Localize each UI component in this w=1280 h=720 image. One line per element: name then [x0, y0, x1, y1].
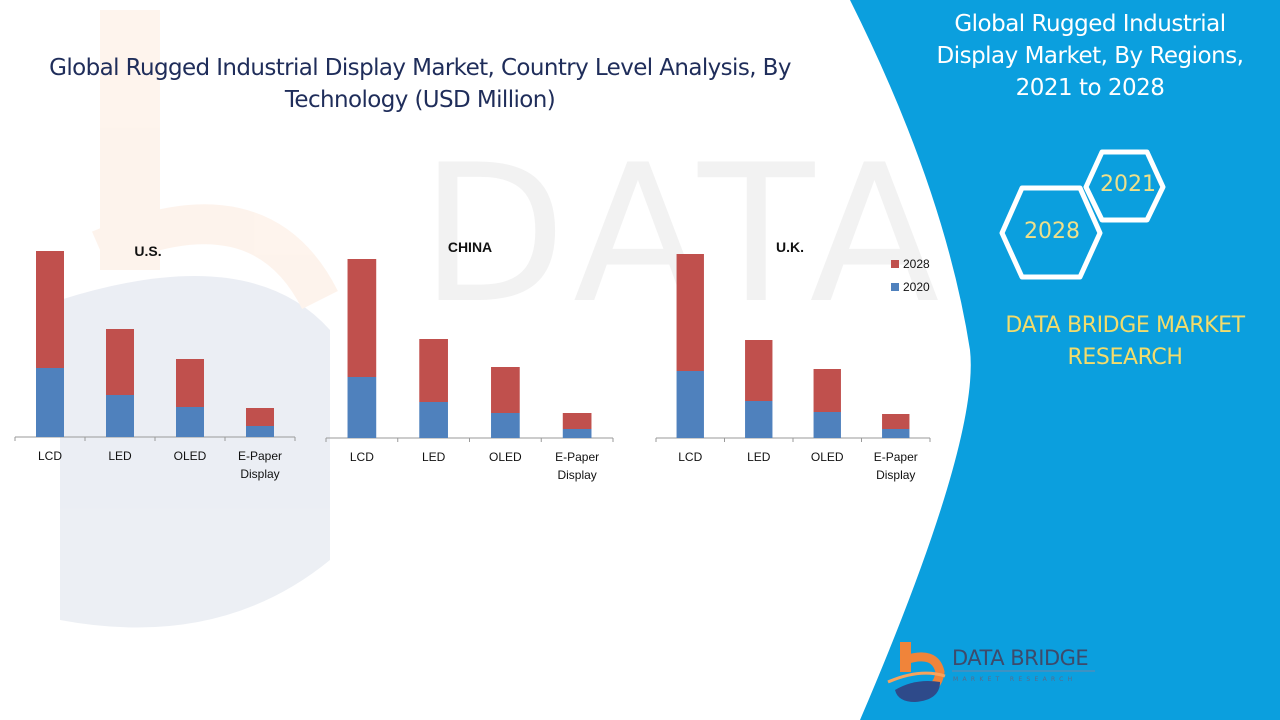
company-logo	[887, 642, 1095, 702]
bar-us-lcd-2028	[36, 251, 64, 368]
bar-uk-oled-2028	[813, 369, 841, 412]
x-tick-label-china: OLED	[489, 450, 522, 464]
x-tick-label-uk: E-Paper	[874, 450, 918, 464]
hex-label-2028: 2028	[1024, 219, 1080, 244]
bar-china-lcd-2028	[347, 259, 377, 377]
logo-text: DATA BRIDGE	[952, 646, 1089, 670]
legend-label-2020: 2020	[903, 280, 930, 294]
page-title-line1: Global Rugged Industrial Display Market,…	[49, 55, 791, 81]
hexagon-2028	[999, 185, 1103, 280]
bar-uk-lcd-2020	[676, 371, 704, 438]
bar-china-led-2020	[419, 402, 448, 438]
bar-uk-oled-2020	[813, 412, 841, 438]
bar-china-e-paper-display-2028	[562, 413, 592, 429]
side-panel-title: Global Rugged Industrial Display Market,…	[915, 8, 1265, 104]
bar-china-lcd-2020	[347, 377, 377, 438]
bar-us-oled-2020	[176, 407, 204, 437]
x-tick-label-us: LCD	[38, 449, 62, 463]
bar-us-oled-2028	[176, 359, 204, 407]
bar-uk-led-2020	[745, 401, 773, 438]
side-title-line1: Global Rugged Industrial	[954, 11, 1226, 37]
x-tick-label-china: E-Paper	[555, 450, 599, 464]
legend-swatch-2020	[891, 283, 899, 291]
bar-us-e-paper-display-2028	[246, 408, 274, 426]
brand-name: DATA BRIDGE MARKET RESEARCH	[975, 310, 1275, 374]
bar-us-lcd-2020	[36, 368, 64, 437]
bar-china-e-paper-display-2020	[562, 429, 592, 438]
bar-china-oled-2028	[491, 367, 520, 413]
bar-us-led-2028	[106, 329, 134, 395]
x-tick-label-uk: LCD	[678, 450, 702, 464]
side-title-line3: 2021 to 2028	[1015, 75, 1165, 101]
page-title: Global Rugged Industrial Display Market,…	[40, 52, 800, 116]
bar-us-e-paper-display-2020	[246, 426, 274, 437]
x-tick-label-uk: Display	[876, 468, 915, 482]
x-tick-label-uk: LED	[747, 450, 771, 464]
brand-line2: RESEARCH	[1067, 345, 1183, 370]
logo-subtext: MARKET RESEARCH	[953, 676, 1077, 683]
x-tick-label-china: LED	[422, 450, 446, 464]
x-tick-label-china: Display	[557, 468, 596, 482]
page-title-line2: Technology (USD Million)	[284, 87, 556, 113]
bar-uk-e-paper-display-2028	[882, 414, 910, 429]
x-tick-label-china: LCD	[350, 450, 374, 464]
hex-label-2021: 2021	[1100, 172, 1156, 197]
hexagon-2021	[1083, 149, 1166, 223]
side-title-line2: Display Market, By Regions,	[936, 43, 1244, 69]
bar-us-led-2020	[106, 395, 134, 437]
brand-line1: DATA BRIDGE MARKET	[1005, 313, 1245, 338]
x-tick-label-us: Display	[240, 467, 279, 481]
bar-uk-led-2028	[745, 340, 773, 401]
chart-title-us: U.S.	[134, 243, 161, 259]
bar-uk-lcd-2028	[676, 254, 704, 371]
legend-label-2028: 2028	[903, 257, 930, 271]
chart-title-china: CHINA	[448, 239, 492, 255]
x-tick-label-us: LED	[108, 449, 132, 463]
x-tick-label-uk: OLED	[811, 450, 844, 464]
side-panel	[850, 0, 1280, 720]
x-tick-label-us: E-Paper	[238, 449, 282, 463]
bar-china-led-2028	[419, 339, 448, 402]
legend-swatch-2028	[891, 260, 899, 268]
bar-china-oled-2020	[491, 413, 520, 438]
bar-uk-e-paper-display-2020	[882, 429, 910, 438]
chart-title-uk: U.K.	[776, 239, 804, 255]
x-tick-label-us: OLED	[174, 449, 207, 463]
